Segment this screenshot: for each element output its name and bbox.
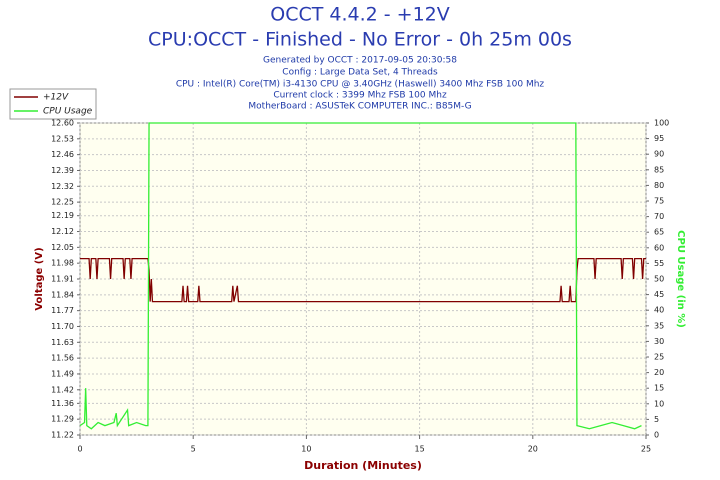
y2-tick-label: 60 bbox=[654, 243, 664, 252]
legend-box bbox=[9, 88, 97, 120]
x-tick-label: 5 bbox=[191, 445, 196, 454]
y2-tick-label: 15 bbox=[654, 384, 664, 393]
info-line: Generated by OCCT : 2017-09-05 20:30:58 bbox=[263, 56, 457, 66]
y-tick-label: 12.32 bbox=[51, 182, 74, 191]
info-line: Config : Large Data Set, 4 Threads bbox=[282, 68, 438, 78]
info-line: CPU : Intel(R) Core(TM) i3-4130 CPU @ 3.… bbox=[176, 80, 545, 90]
y2-tick-label: 30 bbox=[654, 337, 664, 346]
chart-title: OCCT 4.4.2 - +12V bbox=[270, 4, 450, 26]
y-tick-label: 11.29 bbox=[51, 415, 74, 424]
y-axis-label: Voltage (V) bbox=[34, 247, 45, 310]
y2-tick-label: 40 bbox=[654, 306, 664, 315]
y2-tick-label: 55 bbox=[654, 259, 664, 268]
y-tick-label: 11.49 bbox=[51, 369, 74, 378]
y2-tick-label: 100 bbox=[654, 119, 669, 128]
legend-label: CPU Usage bbox=[43, 107, 93, 117]
x-tick-label: 0 bbox=[77, 445, 82, 454]
x-tick-label: 10 bbox=[301, 445, 311, 454]
y-tick-label: 11.98 bbox=[51, 259, 74, 268]
y2-tick-label: 25 bbox=[654, 353, 664, 362]
y2-tick-label: 80 bbox=[654, 181, 664, 190]
x-tick-label: 15 bbox=[415, 445, 425, 454]
y-tick-label: 11.70 bbox=[51, 322, 74, 331]
y2-tick-label: 90 bbox=[654, 150, 664, 159]
y2-tick-label: 20 bbox=[654, 368, 664, 377]
y-tick-label: 11.77 bbox=[51, 306, 74, 315]
legend-label: +12V bbox=[43, 93, 69, 103]
x-tick-label: 20 bbox=[528, 445, 538, 454]
y2-tick-label: 50 bbox=[654, 275, 664, 284]
y-tick-label: 11.42 bbox=[51, 385, 74, 394]
y-tick-label: 11.91 bbox=[51, 275, 74, 284]
y2-tick-label: 35 bbox=[654, 321, 664, 330]
y-tick-label: 12.12 bbox=[51, 227, 74, 236]
y2-tick-label: 0 bbox=[654, 431, 659, 440]
y-tick-label: 11.22 bbox=[51, 431, 74, 440]
y2-tick-label: 70 bbox=[654, 212, 664, 221]
y-tick-label: 11.56 bbox=[51, 354, 74, 363]
y-tick-label: 12.60 bbox=[51, 119, 74, 128]
y-tick-label: 12.46 bbox=[51, 150, 74, 159]
x-tick-label: 25 bbox=[641, 445, 651, 454]
y-tick-label: 12.39 bbox=[51, 166, 74, 175]
y-tick-label: 11.84 bbox=[51, 290, 74, 299]
info-line: MotherBoard : ASUSTeK COMPUTER INC.: B85… bbox=[248, 102, 471, 112]
y-tick-label: 11.36 bbox=[51, 399, 74, 408]
plot-area bbox=[79, 122, 647, 436]
series-line bbox=[79, 122, 642, 430]
y-tick-label: 12.05 bbox=[51, 243, 74, 252]
y-tick-label: 12.19 bbox=[51, 211, 74, 220]
chart-subtitle: CPU:OCCT - Finished - No Error - 0h 25m … bbox=[148, 29, 572, 51]
y2-tick-label: 95 bbox=[654, 134, 664, 143]
y-tick-label: 11.63 bbox=[51, 338, 74, 347]
series-line bbox=[80, 258, 646, 303]
y2-axis-label: CPU Usage (in %) bbox=[675, 230, 686, 328]
y2-tick-label: 5 bbox=[654, 415, 659, 424]
y2-tick-label: 85 bbox=[654, 165, 664, 174]
y-tick-label: 12.53 bbox=[51, 134, 74, 143]
y2-tick-label: 45 bbox=[654, 290, 664, 299]
y2-tick-label: 10 bbox=[654, 399, 664, 408]
info-line: Current clock : 3399 Mhz FSB 100 Mhz bbox=[273, 91, 447, 101]
y-tick-label: 12.25 bbox=[51, 198, 74, 207]
y2-tick-label: 75 bbox=[654, 197, 664, 206]
y2-tick-label: 65 bbox=[654, 228, 664, 237]
x-axis-label: Duration (Minutes) bbox=[304, 459, 422, 472]
